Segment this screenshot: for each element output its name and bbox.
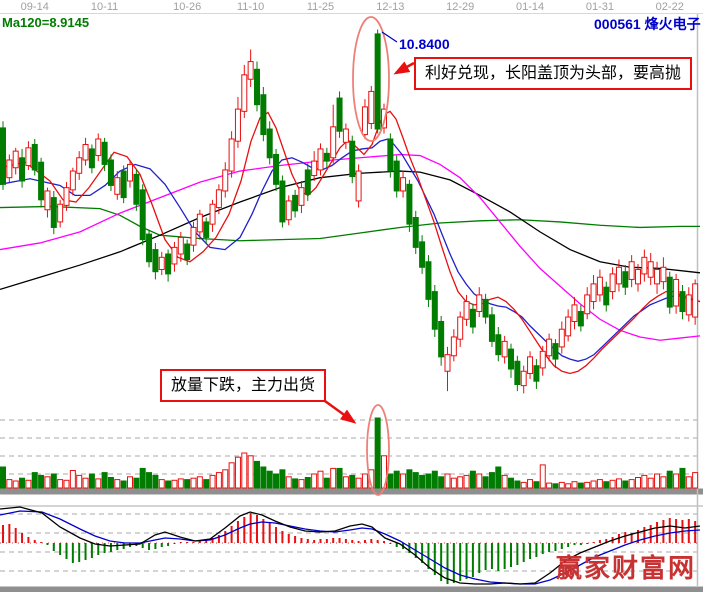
macd-indicator: [0, 506, 701, 585]
date-tick: 11-25: [307, 1, 334, 13]
moving-average-lines: [0, 110, 701, 375]
date-tick: 12-13: [376, 1, 404, 13]
date-tick: 11-10: [237, 1, 264, 13]
date-tick: 01-31: [586, 1, 614, 13]
date-tick: 02-22: [656, 1, 684, 13]
ma120-value-label: Ma120=8.9145: [2, 15, 90, 30]
analyst-marks: [317, 16, 415, 496]
candles: [0, 29, 699, 394]
stock-code-name: 000561 烽火电子: [594, 16, 701, 32]
date-axis: 09-14 10-11 10-26 11-10 11-25 12-13 12-29 01-14…: [21, 1, 684, 13]
date-tick: 09-14: [21, 1, 49, 13]
date-tick: 12-29: [446, 1, 474, 13]
peak-note-arrow: [393, 61, 415, 75]
date-tick: 10-11: [91, 1, 118, 13]
gridlines: [0, 13, 703, 592]
price-pointer-line: [381, 31, 398, 43]
peak-price-label: 10.8400: [399, 36, 450, 52]
volume-spike-ellipse: [366, 404, 390, 496]
watermark-logo: 赢家财富网: [556, 554, 697, 584]
peak-candle-ellipse: [352, 16, 390, 142]
annotation-peak-note: 利好兑现，长阳盖顶为头部，要高抛: [414, 57, 693, 90]
volume-bars: [0, 417, 699, 489]
date-tick: 01-14: [516, 1, 544, 13]
date-tick: 10-26: [173, 1, 201, 13]
annotation-volume-note: 放量下跌，主力出货: [160, 369, 327, 402]
